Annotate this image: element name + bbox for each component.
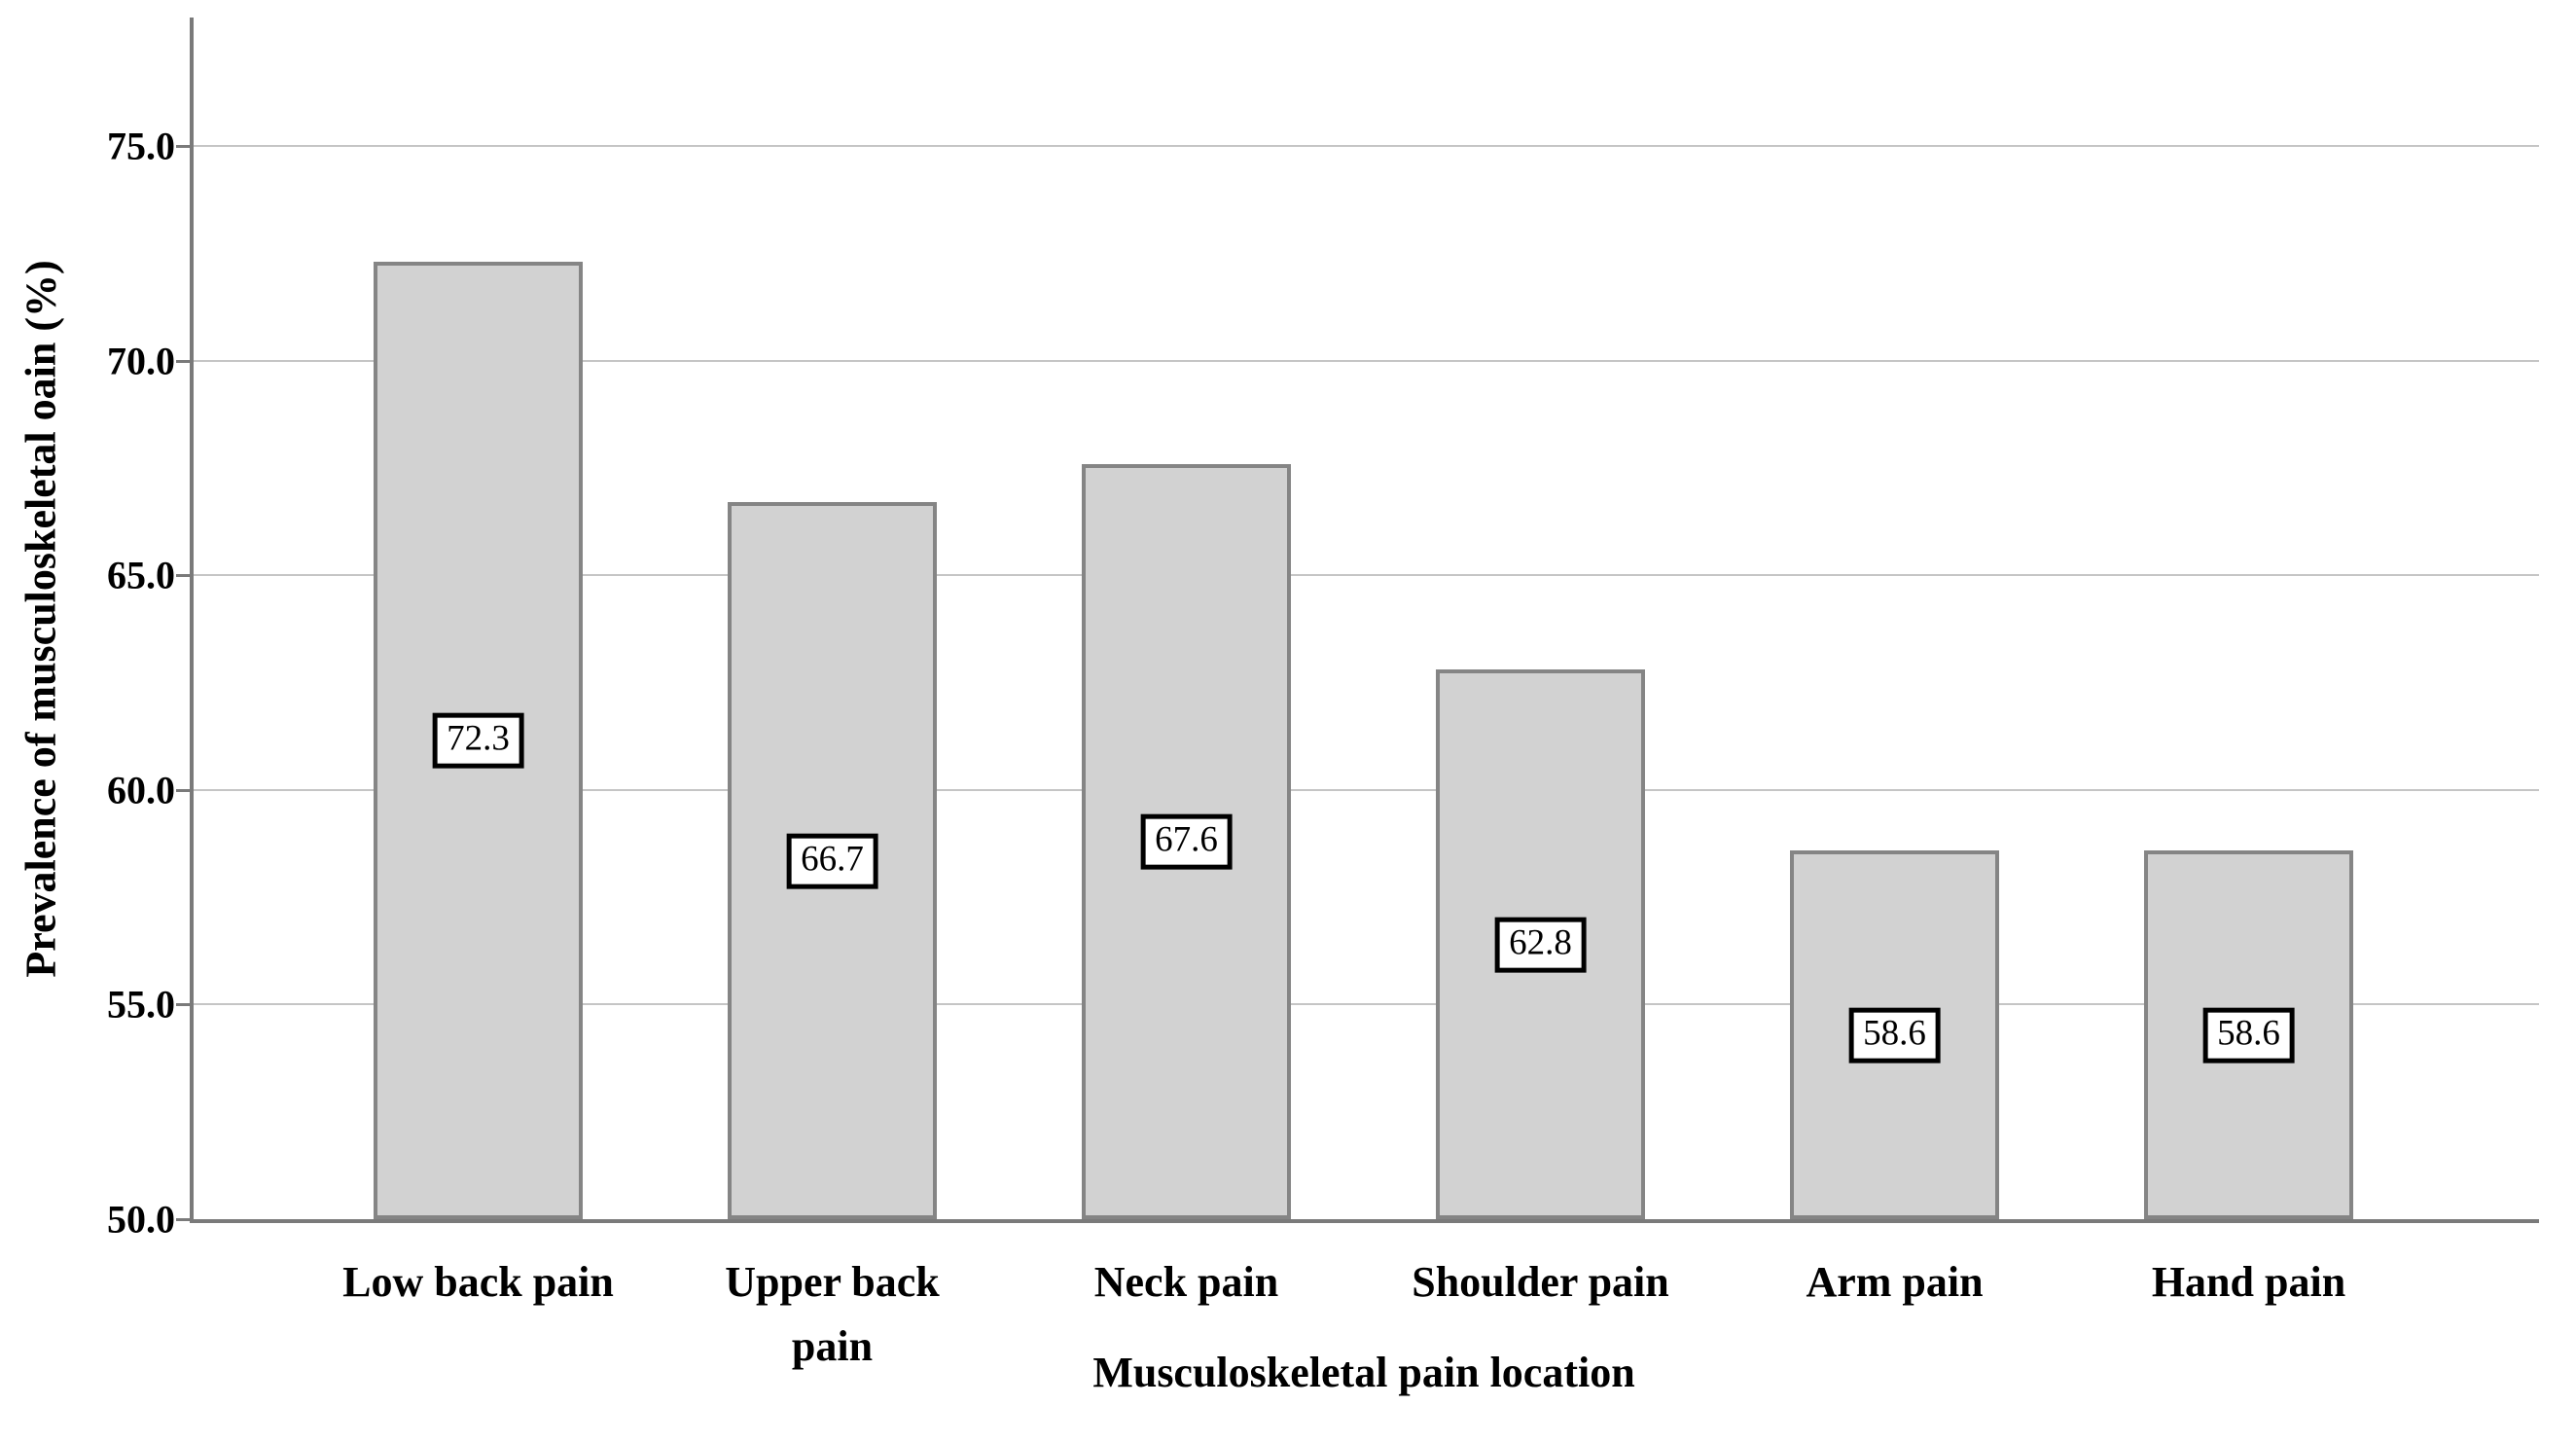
gridline xyxy=(190,1003,2539,1005)
x-category-label: Neck pain xyxy=(1093,1258,1279,1306)
y-axis-tick xyxy=(176,789,190,792)
gridline xyxy=(190,574,2539,576)
x-category-label: Shoulder pain xyxy=(1412,1258,1669,1306)
bar-value-label: 66.7 xyxy=(786,833,878,889)
x-category-label: Upper back pain xyxy=(725,1258,940,1370)
y-tick-label: 70.0 xyxy=(107,339,175,383)
gridline xyxy=(190,360,2539,362)
x-category-label: Arm pain xyxy=(1806,1258,1984,1306)
bar-value-label: 72.3 xyxy=(432,712,524,769)
y-tick-label: 75.0 xyxy=(107,124,175,168)
y-tick-label: 65.0 xyxy=(107,553,175,597)
y-axis-tick xyxy=(176,1003,190,1006)
y-axis-line xyxy=(190,18,194,1223)
bar-value-label: 58.6 xyxy=(1848,1007,1941,1063)
y-tick-label: 60.0 xyxy=(107,768,175,812)
y-tick-label: 55.0 xyxy=(107,982,175,1027)
y-axis-tick xyxy=(176,360,190,363)
y-axis-tick xyxy=(176,574,190,577)
gridline xyxy=(190,145,2539,147)
gridline xyxy=(190,789,2539,791)
bar-value-label: 62.8 xyxy=(1494,917,1587,973)
x-axis-line xyxy=(190,1219,2539,1223)
bar-value-label: 58.6 xyxy=(2202,1007,2295,1063)
y-tick-label: 50.0 xyxy=(107,1197,175,1242)
y-axis-tick xyxy=(176,1218,190,1221)
x-axis-title: Musculoskeletal pain location xyxy=(1092,1349,1635,1396)
x-category-label: Low back pain xyxy=(342,1258,614,1306)
y-axis-tick xyxy=(176,145,190,148)
x-category-label: Hand pain xyxy=(2151,1258,2346,1306)
bar-value-label: 67.6 xyxy=(1140,813,1233,870)
